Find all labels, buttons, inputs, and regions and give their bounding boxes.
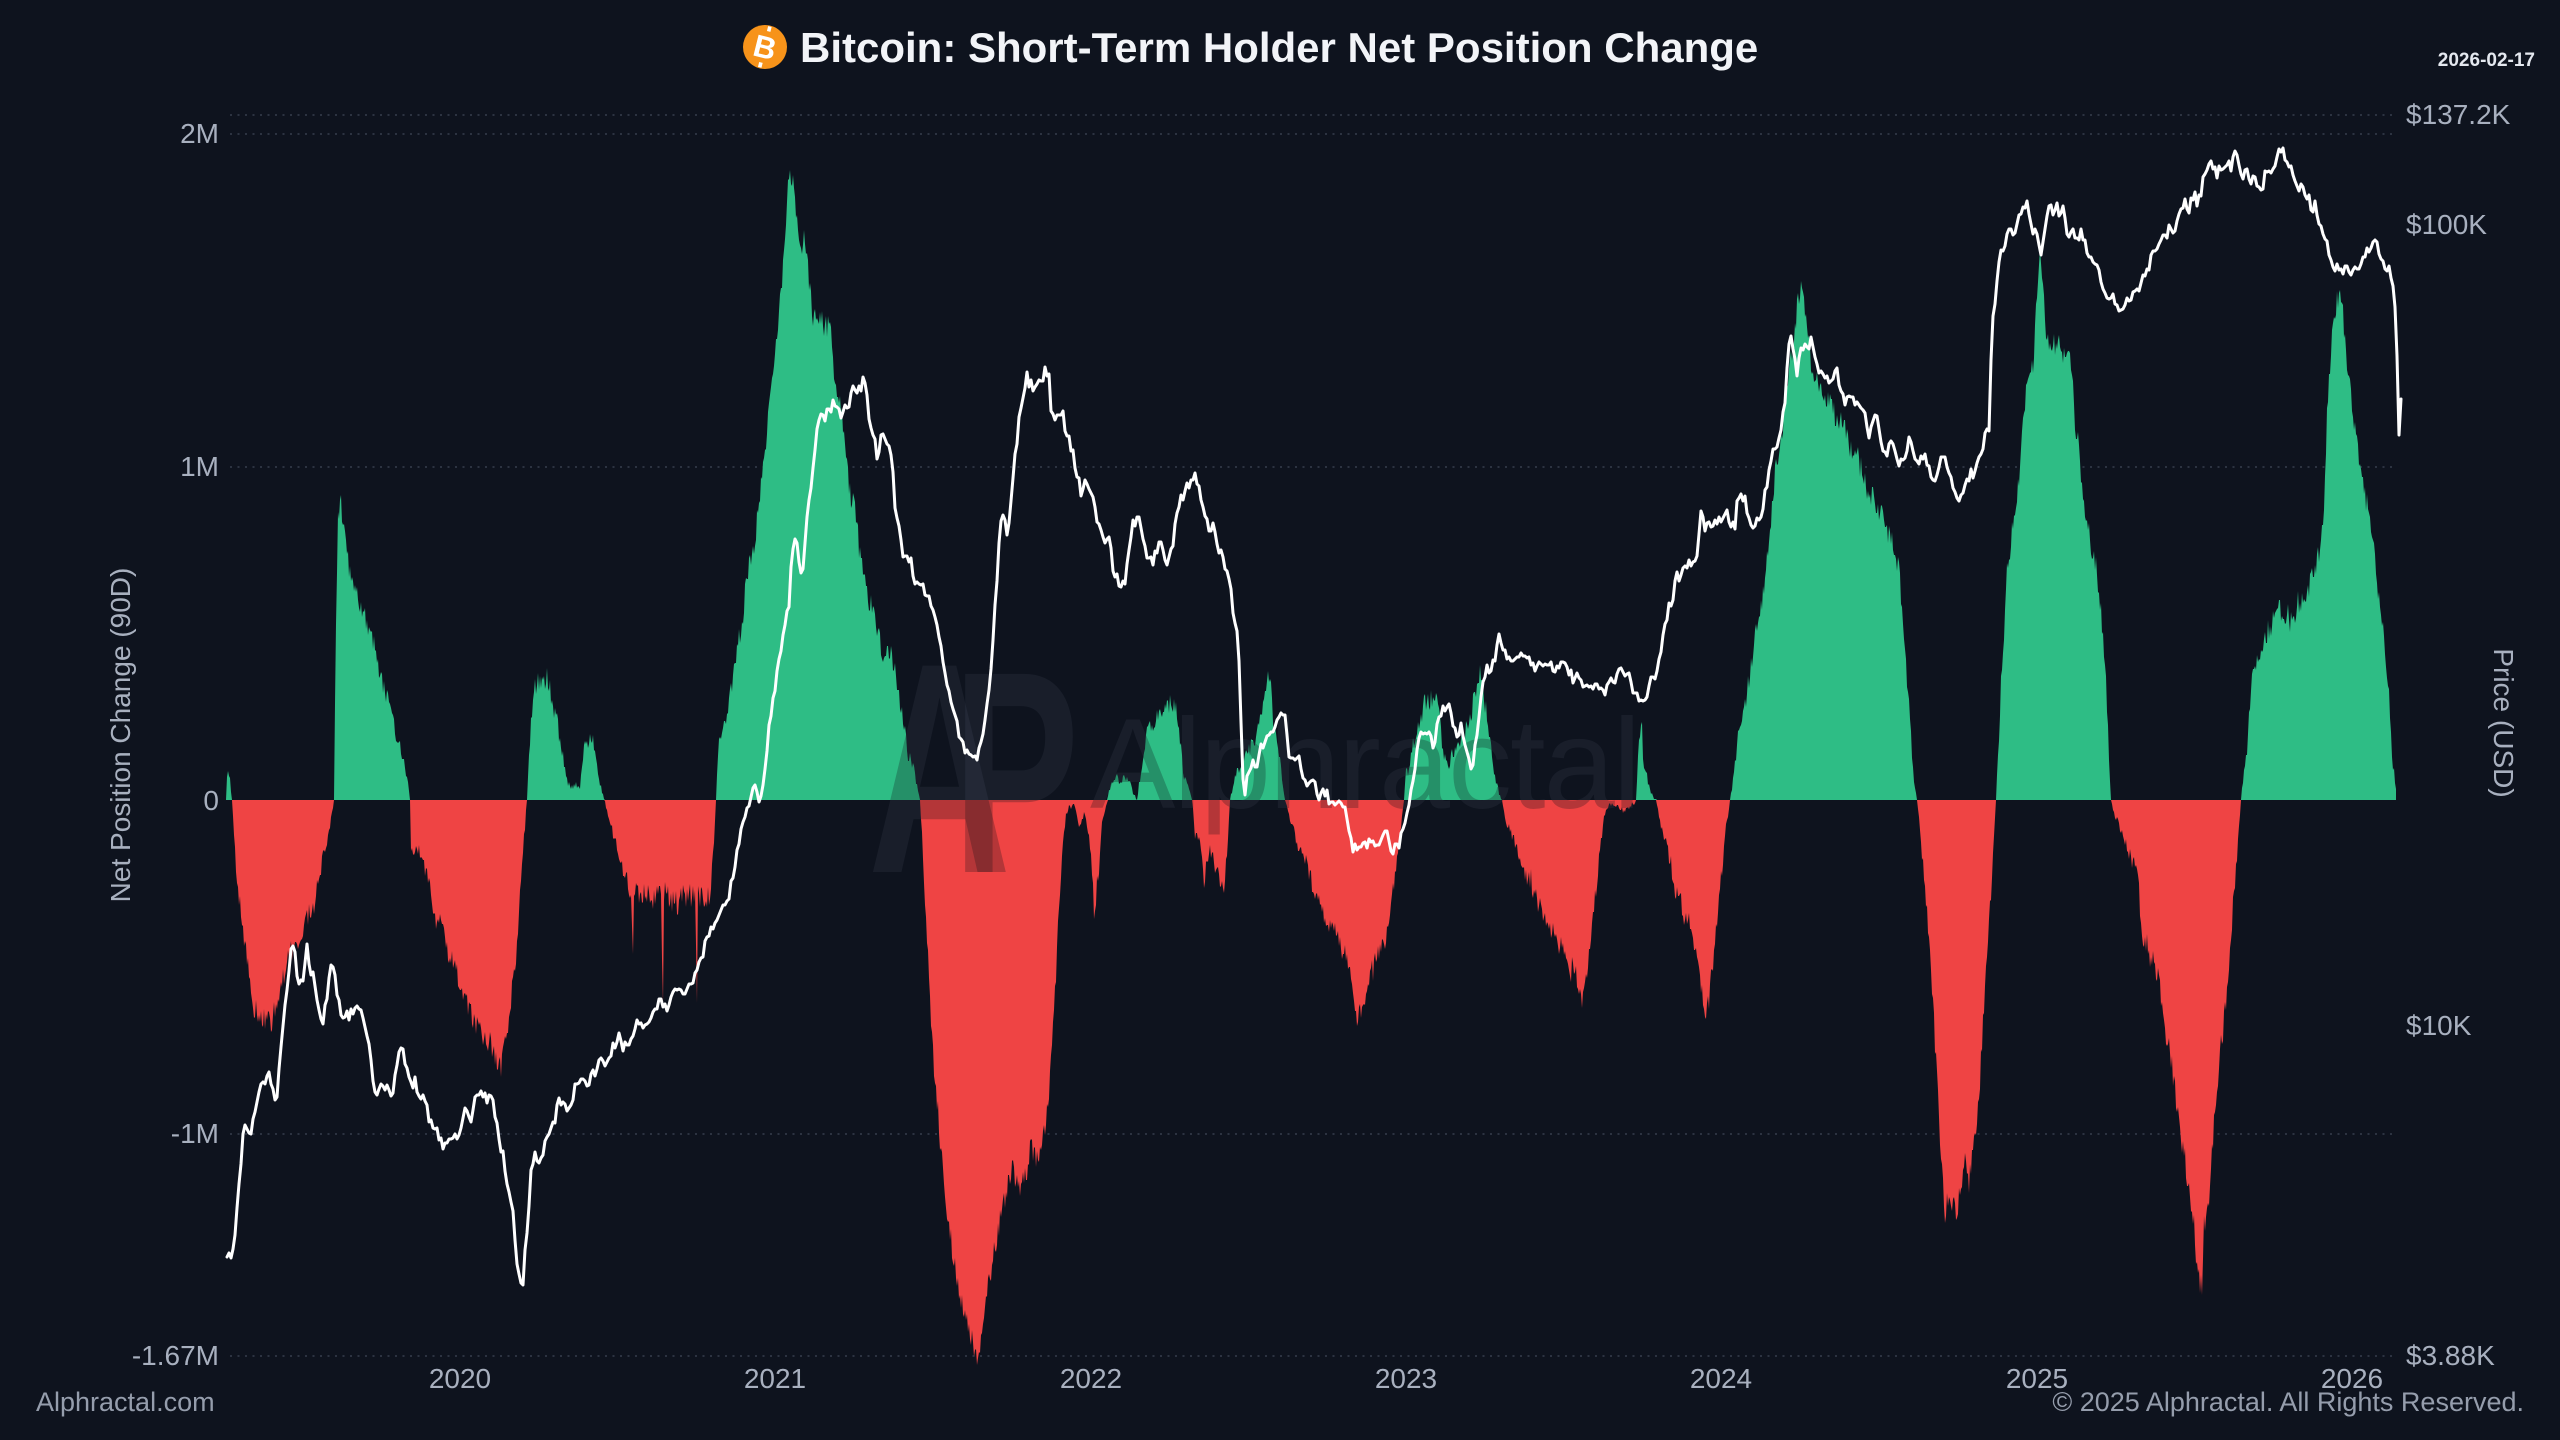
svg-text:$3.88K: $3.88K — [2406, 1340, 2495, 1371]
svg-text:$100K: $100K — [2406, 209, 2487, 240]
svg-text:0: 0 — [203, 785, 219, 816]
svg-text:2026-02-17: 2026-02-17 — [2438, 50, 2535, 71]
svg-text:Price (USD): Price (USD) — [2488, 648, 2519, 797]
svg-text:2026: 2026 — [2321, 1363, 2383, 1394]
svg-text:2020: 2020 — [429, 1363, 491, 1394]
svg-text:2024: 2024 — [1690, 1363, 1752, 1394]
svg-text:2021: 2021 — [744, 1363, 806, 1394]
svg-text:Bitcoin: Short-Term Holder Net: Bitcoin: Short-Term Holder Net Position … — [800, 24, 1758, 71]
svg-text:2023: 2023 — [1375, 1363, 1437, 1394]
svg-text:$10K: $10K — [2406, 1010, 2472, 1041]
svg-text:-1.67M: -1.67M — [132, 1340, 219, 1371]
svg-text:$137.2K: $137.2K — [2406, 99, 2511, 130]
svg-text:Net Position Change (90D): Net Position Change (90D) — [105, 568, 136, 903]
svg-text:© 2025 Alphractal. All Rights: © 2025 Alphractal. All Rights Reserved. — [2052, 1387, 2524, 1417]
svg-text:-1M: -1M — [171, 1118, 219, 1149]
svg-text:2022: 2022 — [1060, 1363, 1122, 1394]
svg-text:2025: 2025 — [2006, 1363, 2068, 1394]
svg-text:Alphractal.com: Alphractal.com — [36, 1387, 215, 1417]
svg-text:1M: 1M — [180, 451, 219, 482]
svg-text:2M: 2M — [180, 118, 219, 149]
